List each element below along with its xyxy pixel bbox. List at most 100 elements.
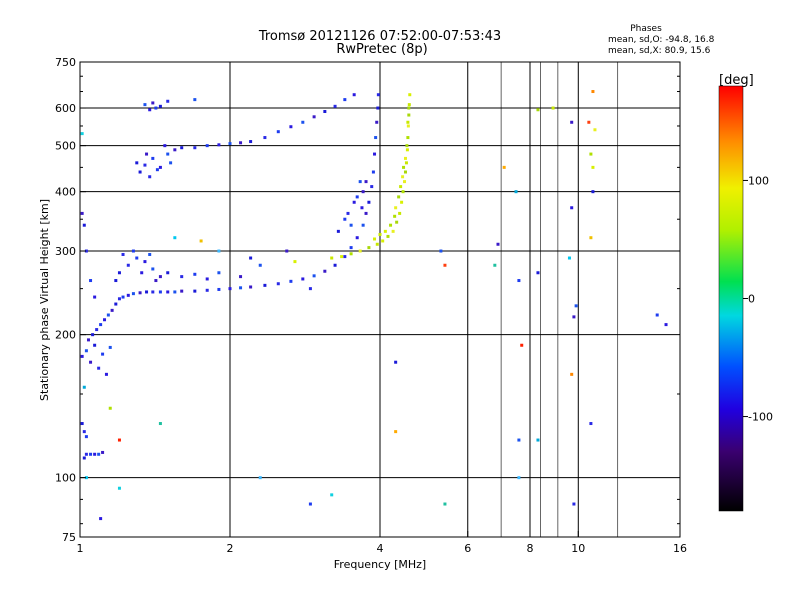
data-point bbox=[148, 175, 152, 179]
data-point bbox=[104, 372, 108, 376]
data-point bbox=[154, 106, 158, 110]
data-point bbox=[371, 170, 375, 174]
data-point bbox=[398, 211, 402, 215]
data-point bbox=[82, 385, 86, 389]
data-point bbox=[551, 106, 555, 110]
data-point bbox=[166, 99, 170, 103]
data-point bbox=[180, 275, 184, 279]
data-point bbox=[193, 289, 197, 293]
data-point bbox=[205, 288, 209, 292]
data-point bbox=[121, 295, 125, 299]
data-point bbox=[375, 120, 379, 124]
data-point bbox=[180, 289, 184, 293]
data-point bbox=[193, 146, 197, 150]
data-point bbox=[143, 103, 147, 107]
data-point bbox=[126, 263, 130, 267]
x-tick-label: 4 bbox=[377, 542, 384, 555]
data-point bbox=[587, 120, 591, 124]
data-point bbox=[205, 277, 209, 281]
data-point bbox=[217, 287, 221, 291]
data-point bbox=[360, 206, 364, 210]
data-point bbox=[117, 486, 121, 490]
data-point bbox=[402, 165, 406, 169]
data-point bbox=[361, 190, 365, 194]
data-point bbox=[406, 124, 410, 128]
data-point bbox=[401, 190, 405, 194]
stats-line-x: mean, sd,X: 80.9, 15.6 bbox=[608, 46, 711, 56]
data-point bbox=[249, 285, 253, 289]
data-point bbox=[80, 132, 84, 136]
data-point bbox=[407, 106, 411, 110]
data-point bbox=[276, 282, 280, 286]
data-point bbox=[276, 130, 280, 134]
data-point bbox=[397, 195, 401, 199]
data-point bbox=[217, 271, 221, 275]
data-point bbox=[86, 338, 90, 342]
colorbar-ticks: 100 0 -100 bbox=[743, 174, 773, 424]
data-point bbox=[395, 220, 399, 224]
data-point bbox=[101, 450, 105, 454]
x-tick-label: 1 bbox=[77, 542, 84, 555]
data-point bbox=[228, 142, 232, 146]
data-point bbox=[126, 293, 130, 297]
data-point bbox=[158, 422, 162, 426]
data-point bbox=[217, 249, 221, 253]
data-point bbox=[138, 170, 142, 174]
data-point bbox=[97, 452, 101, 456]
data-point bbox=[333, 263, 337, 267]
data-point bbox=[312, 274, 316, 278]
data-points bbox=[80, 90, 668, 521]
data-point bbox=[82, 223, 86, 227]
data-point bbox=[158, 275, 162, 279]
data-point bbox=[148, 252, 152, 256]
grid-lines bbox=[80, 62, 680, 537]
data-point bbox=[131, 249, 135, 253]
data-point bbox=[391, 229, 395, 233]
data-point bbox=[158, 104, 162, 108]
y-tick-label: 750 bbox=[55, 56, 76, 69]
data-point bbox=[399, 185, 403, 189]
data-point bbox=[84, 476, 88, 480]
data-point bbox=[239, 275, 243, 279]
data-point bbox=[570, 120, 574, 124]
data-point bbox=[364, 180, 368, 184]
y-tick-label: 300 bbox=[55, 245, 76, 258]
data-point bbox=[406, 136, 410, 140]
data-point bbox=[355, 195, 359, 199]
data-point bbox=[84, 452, 88, 456]
data-point bbox=[169, 161, 173, 165]
data-point bbox=[381, 239, 385, 243]
y-tick-label: 400 bbox=[55, 186, 76, 199]
data-point bbox=[572, 315, 576, 319]
data-point bbox=[84, 435, 88, 439]
data-point bbox=[228, 287, 232, 291]
data-point bbox=[308, 502, 312, 506]
data-point bbox=[155, 168, 159, 172]
data-point bbox=[80, 354, 84, 358]
data-point bbox=[570, 372, 574, 376]
data-point bbox=[408, 93, 412, 97]
data-point bbox=[570, 206, 574, 210]
data-point bbox=[589, 422, 593, 426]
data-point bbox=[108, 345, 112, 349]
data-point bbox=[110, 308, 114, 312]
data-point bbox=[367, 246, 371, 250]
data-point bbox=[97, 366, 101, 370]
data-point bbox=[135, 161, 139, 165]
y-tick-label: 100 bbox=[55, 472, 76, 485]
colorbar-tick-label: -100 bbox=[748, 411, 773, 424]
data-point bbox=[163, 144, 167, 148]
data-point bbox=[91, 333, 95, 337]
data-point bbox=[439, 249, 443, 253]
data-point bbox=[358, 180, 362, 184]
data-point bbox=[352, 200, 356, 204]
data-point bbox=[514, 190, 518, 194]
data-point bbox=[400, 200, 404, 204]
data-point bbox=[140, 271, 144, 275]
stats-line-o: mean, sd,O: -94.8, 16.8 bbox=[608, 35, 715, 45]
data-point bbox=[336, 229, 340, 233]
data-point bbox=[151, 101, 155, 105]
data-point bbox=[375, 242, 379, 246]
data-point bbox=[301, 120, 305, 124]
data-point bbox=[370, 185, 374, 189]
